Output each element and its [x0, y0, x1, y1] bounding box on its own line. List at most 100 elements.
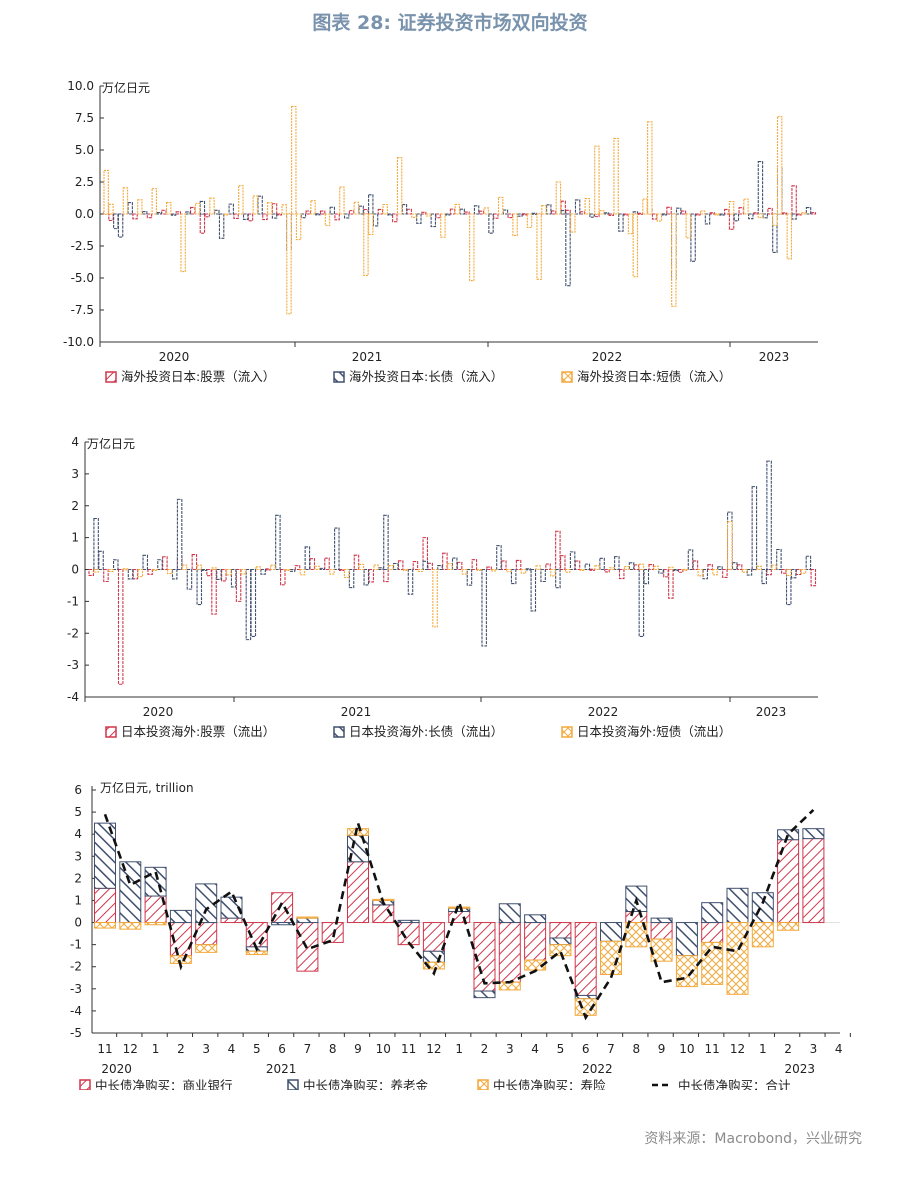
bar-red	[397, 560, 404, 571]
x-tick-label: 9	[658, 1042, 666, 1056]
bar-navy	[790, 568, 797, 579]
bar-red	[392, 213, 398, 223]
bar-navy	[546, 204, 552, 215]
bar-navy	[407, 568, 414, 595]
bar-insurance	[549, 944, 572, 957]
x-tick-label: 11	[705, 1042, 720, 1056]
bar-navy	[445, 213, 451, 216]
x-tick-label: 3	[810, 1042, 818, 1056]
bar-red	[695, 213, 701, 216]
bar-navy	[157, 559, 163, 571]
year-label: 2022	[592, 350, 623, 364]
bar-red	[493, 213, 499, 219]
bar-red	[677, 568, 684, 573]
bar-red	[663, 568, 669, 578]
bar-red	[456, 561, 463, 571]
legend-label: 中长债净购买：养老金	[303, 1078, 429, 1090]
bar-red	[319, 210, 326, 215]
bar-red	[353, 554, 360, 571]
x-tick-label: 8	[632, 1042, 640, 1056]
y-tick-label: 2	[71, 499, 79, 513]
x-tick-label: 11	[97, 1042, 112, 1056]
bar-navy	[430, 213, 437, 228]
y-tick-label: 2.5	[75, 175, 94, 189]
bar-pension	[600, 922, 622, 942]
bar-red	[736, 564, 743, 571]
bar-orange	[520, 568, 527, 574]
bar-navy	[589, 213, 595, 218]
bar-red	[767, 207, 773, 215]
bar-red	[294, 565, 301, 571]
legend-swatch	[333, 371, 345, 383]
bar-red	[88, 568, 94, 576]
bar-orange	[757, 213, 764, 219]
x-tick-label: 2	[481, 1042, 489, 1056]
bar-navy	[761, 568, 767, 585]
bar-red	[348, 210, 355, 215]
bar-orange	[440, 213, 446, 238]
unit-label: 万亿日元	[102, 80, 150, 95]
legend-label: 中长债净购买：寿险	[493, 1078, 606, 1090]
bar-navy	[746, 568, 753, 576]
bar-red	[162, 556, 168, 571]
x-tick-label: 10	[679, 1042, 694, 1056]
bar-navy	[141, 211, 148, 215]
bar-orange	[286, 213, 292, 315]
y-tick-label: 3	[74, 849, 82, 863]
bar-red	[247, 213, 254, 222]
bar-orange	[363, 213, 369, 276]
bar-red	[324, 557, 330, 571]
bar-bank	[498, 922, 521, 983]
bar-red	[781, 568, 787, 574]
bar-pension	[802, 828, 825, 840]
bar-navy	[731, 562, 738, 571]
bar-red	[724, 208, 730, 215]
legend-swatch	[561, 726, 573, 738]
bar-red	[545, 563, 551, 571]
bar-orange	[299, 568, 306, 576]
y-tick-label: -7.5	[71, 303, 94, 317]
y-tick-label: 1	[74, 893, 82, 907]
bar-orange	[180, 213, 186, 273]
bar-pension	[524, 914, 547, 924]
bar-navy	[496, 545, 502, 571]
bar-navy	[481, 568, 487, 647]
bar-red	[791, 185, 797, 215]
bar-navy	[393, 562, 399, 571]
bar-navy	[599, 557, 605, 571]
y-tick-label: 0.0	[75, 207, 94, 221]
y-tick-label: -5	[70, 1026, 82, 1040]
bar-navy	[378, 567, 384, 571]
bar-navy	[555, 568, 561, 589]
bar-red	[412, 561, 419, 571]
x-tick-label: 1	[759, 1042, 767, 1056]
bar-orange	[209, 197, 215, 215]
bar-navy	[343, 213, 350, 219]
year-label: 2020	[143, 705, 174, 719]
bar-bank	[650, 922, 673, 940]
bar-pension	[271, 922, 294, 926]
bar-orange	[505, 568, 512, 573]
bar-red	[560, 200, 566, 215]
bar-navy	[733, 213, 740, 222]
bar-orange	[447, 563, 453, 571]
legend-swatch	[105, 726, 117, 738]
bar-navy	[459, 208, 465, 215]
bar-navy	[488, 213, 494, 234]
bar-orange	[483, 207, 489, 215]
bar-red	[795, 568, 802, 576]
bar-orange	[699, 210, 706, 215]
y-tick-label: 7.5	[75, 111, 94, 125]
bar-orange	[461, 568, 468, 575]
bar-navy	[502, 209, 509, 215]
bar-orange	[497, 196, 504, 215]
bar-navy	[805, 555, 812, 571]
x-tick-label: 7	[607, 1042, 615, 1056]
y-tick-label: -1	[70, 938, 82, 952]
bar-red	[766, 568, 772, 576]
bar-navy	[618, 213, 624, 232]
bar-orange	[772, 213, 778, 226]
bar-navy	[416, 213, 422, 224]
bar-orange	[284, 568, 291, 572]
bar-navy	[218, 213, 225, 239]
